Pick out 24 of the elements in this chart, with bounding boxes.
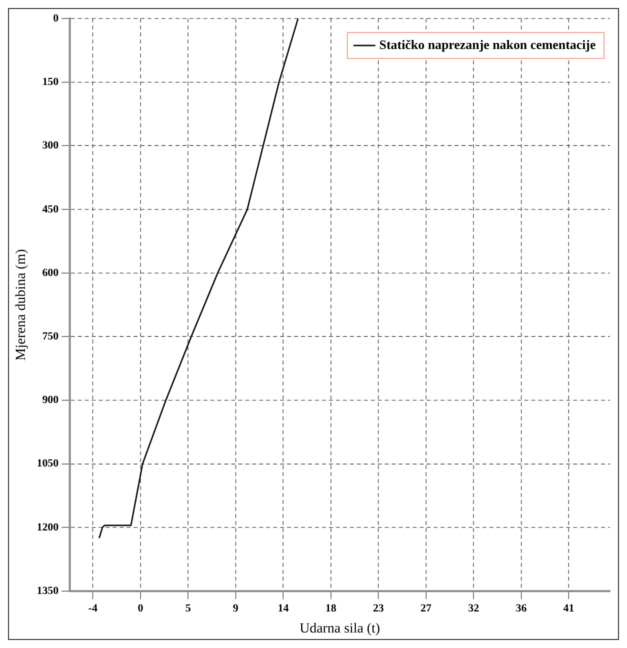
y-tick-label: 750 xyxy=(42,330,60,343)
y-tick-label: 1200 xyxy=(36,521,60,534)
x-tick-label: 32 xyxy=(468,602,480,615)
x-tick-label: 0 xyxy=(138,602,144,615)
x-tick-label: -4 xyxy=(88,602,98,615)
x-tick-label: 18 xyxy=(325,602,337,615)
x-tick-label: 5 xyxy=(185,602,192,615)
y-tick-label: 600 xyxy=(42,266,60,279)
x-tick-label: 36 xyxy=(516,602,528,615)
x-tick-label: 23 xyxy=(372,602,384,615)
x-axis-title: Udarna sila (t) xyxy=(300,621,380,636)
y-tick-label: 1050 xyxy=(36,458,60,470)
y-tick-label: 0 xyxy=(53,12,60,24)
y-tick-label: 150 xyxy=(42,76,60,88)
y-tick-label: 300 xyxy=(42,140,60,152)
legend-label: Statičko naprezanje nakon cementacije xyxy=(379,36,596,52)
y-tick-label: 900 xyxy=(42,394,60,406)
y-axis-title: Mjerena dubina (m) xyxy=(14,248,30,361)
x-tick-label: 27 xyxy=(420,602,432,615)
x-tick-label: 9 xyxy=(232,602,239,615)
x-tick-label: 14 xyxy=(278,602,290,615)
x-tick-label: 41 xyxy=(563,602,574,615)
y-tick-label: 450 xyxy=(42,203,60,216)
y-tick-label: 1350 xyxy=(36,584,60,597)
